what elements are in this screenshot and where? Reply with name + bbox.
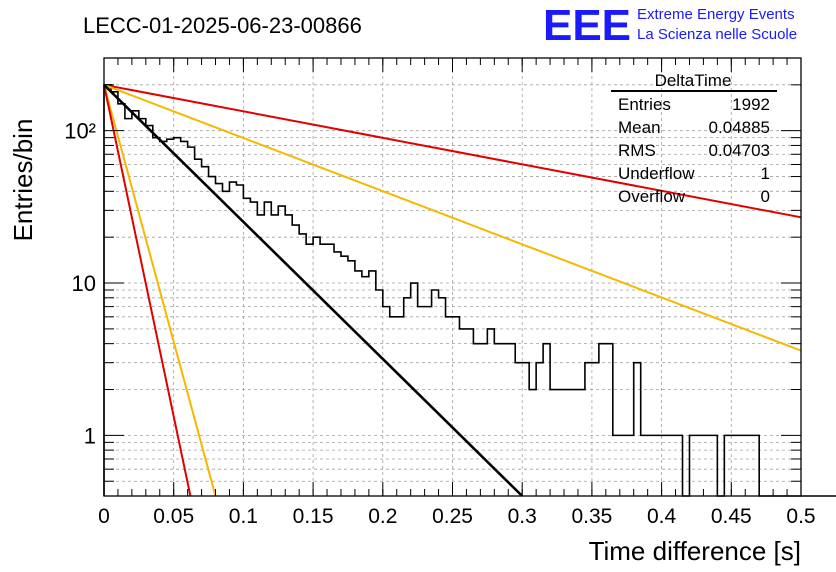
x-tick-label: 0.15 xyxy=(293,505,334,528)
x-tick-label: 0.05 xyxy=(153,505,194,528)
red-reference-line xyxy=(103,83,802,219)
orange-reference-line xyxy=(103,83,802,352)
x-tick-label: 0.2 xyxy=(368,505,397,528)
axis-ticks: 0 0.05 0.1 0.15 0.2 0.25 0.3 0.35 0.4 0.45 0.51101… xyxy=(64,57,816,528)
histogram xyxy=(103,84,836,497)
y-axis-label: Entries/bin xyxy=(8,119,38,242)
x-tick-label: 0.1 xyxy=(229,505,258,528)
x-tick-label: 0.3 xyxy=(508,505,537,528)
red-reference-line xyxy=(103,84,192,497)
x-tick-label: 0.35 xyxy=(571,505,612,528)
eee-logo: EEE Extreme Energy Events La Scienza nel… xyxy=(543,1,797,50)
y-tick-label: 10 xyxy=(72,271,96,296)
x-tick-label: 0.45 xyxy=(711,505,752,528)
eee-logo-mark: EEE xyxy=(543,1,631,50)
fit-line xyxy=(103,83,524,497)
fit-lines xyxy=(103,83,802,497)
stats-label: Mean xyxy=(618,118,661,137)
x-axis-label: Time difference [s] xyxy=(589,536,801,566)
stats-value: 1992 xyxy=(732,95,770,114)
stats-value: 0.04703 xyxy=(709,141,770,160)
orange-reference-line xyxy=(103,84,217,497)
stats-label: RMS xyxy=(618,141,656,160)
stats-label: Entries xyxy=(618,95,671,114)
x-tick-label: 0 xyxy=(98,505,110,528)
x-tick-label: 0.5 xyxy=(786,505,815,528)
logo-line-2: La Scienza nelle Scuole xyxy=(637,26,797,43)
grid xyxy=(104,58,801,496)
stats-value: 0 xyxy=(761,187,770,206)
stats-value: 1 xyxy=(761,164,770,183)
x-tick-label: 0.25 xyxy=(432,505,473,528)
histogram-outline xyxy=(103,84,836,497)
y-tick-label: 1 xyxy=(84,423,96,448)
logo-line-1: Extreme Energy Events xyxy=(637,6,795,23)
stats-title: DeltaTime xyxy=(655,71,732,90)
stats-label: Underflow xyxy=(618,164,695,183)
x-tick-label: 0.4 xyxy=(647,505,677,528)
stats-label: Overflow xyxy=(618,187,686,206)
run-title: LECC-01-2025-06-23-00866 xyxy=(83,13,362,38)
stats-rows: Entries 1992 Mean 0.04885 RMS 0.04703 Underflo… xyxy=(618,95,770,206)
stats-value: 0.04885 xyxy=(709,118,770,137)
y-tick-label: 10² xyxy=(64,119,96,144)
stats-box: DeltaTime Entries 1992 Mean 0.04885 RMS 0.047… xyxy=(611,71,777,206)
